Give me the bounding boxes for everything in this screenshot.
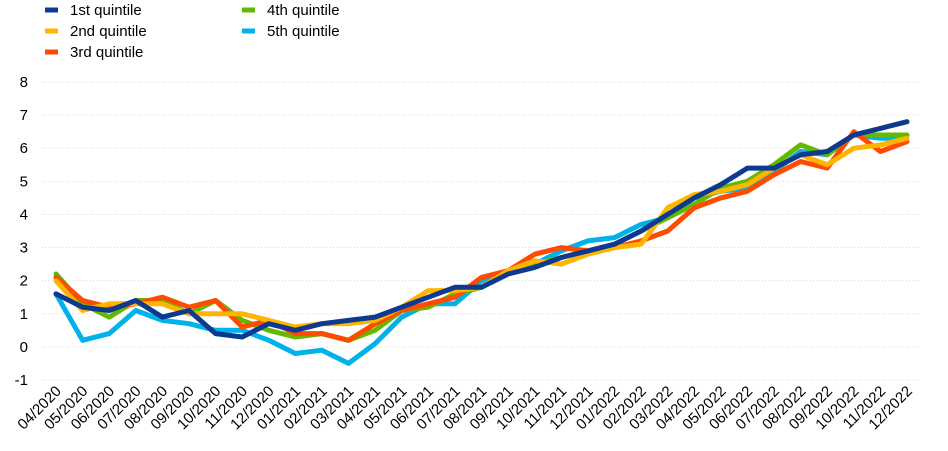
y-tick-label: 4 [20,206,28,223]
y-tick-label: 6 [20,140,28,157]
legend-label: 1st quintile [70,2,142,19]
legend-label: 4th quintile [267,2,340,19]
y-tick-label: 5 [20,173,28,190]
y-tick-label: 2 [20,273,28,290]
y-tick-label: 8 [20,74,28,91]
y-tick-label: 7 [20,107,28,124]
y-axis: -1 0 1 2 3 4 5 6 7 8 [15,74,28,389]
gridlines [42,81,920,381]
legend: 1st quintile 2nd quintile 3rd quintile 4th … [45,2,340,61]
y-tick-label: 3 [20,240,28,257]
series-lines [53,119,910,366]
y-tick-label: 1 [20,306,28,323]
series-line [53,132,910,366]
legend-label: 3rd quintile [70,44,143,61]
y-tick-label: -1 [15,372,28,389]
y-tick-label: 0 [20,339,28,356]
legend-label: 2nd quintile [70,23,147,40]
series-line [53,119,910,340]
series-line [53,129,910,343]
x-axis: 04/202005/202006/202007/202008/202009/20… [14,383,915,433]
legend-label: 5th quintile [267,23,340,40]
